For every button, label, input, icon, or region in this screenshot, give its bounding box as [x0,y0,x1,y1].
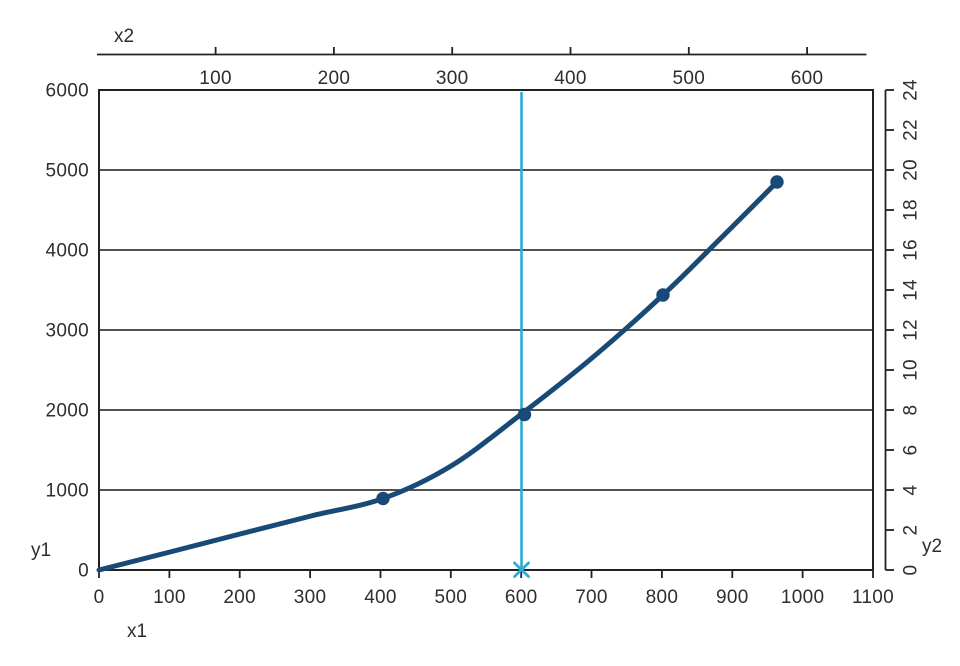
svg-text:20: 20 [901,159,922,181]
svg-text:1000: 1000 [46,481,89,502]
svg-text:6: 6 [901,445,922,456]
svg-text:x2: x2 [114,26,134,47]
svg-text:0: 0 [94,587,105,608]
svg-text:3000: 3000 [46,321,89,342]
svg-text:6000: 6000 [46,81,89,102]
svg-text:400: 400 [364,587,397,608]
svg-text:22: 22 [901,119,922,141]
svg-text:y1: y1 [31,540,51,561]
svg-text:500: 500 [672,68,705,89]
svg-text:400: 400 [554,68,587,89]
svg-text:2000: 2000 [46,401,89,422]
svg-text:10: 10 [901,359,922,381]
svg-text:24: 24 [901,79,922,101]
svg-text:800: 800 [646,587,679,608]
svg-text:12: 12 [901,319,922,341]
svg-text:100: 100 [153,587,186,608]
svg-text:14: 14 [901,279,922,301]
svg-text:600: 600 [791,68,824,89]
svg-text:x1: x1 [127,621,147,642]
svg-text:16: 16 [901,239,922,261]
svg-text:300: 300 [294,587,327,608]
svg-text:0: 0 [78,561,89,582]
svg-text:200: 200 [318,68,351,89]
svg-text:1000: 1000 [781,587,824,608]
svg-text:500: 500 [434,587,467,608]
svg-text:4000: 4000 [46,241,89,262]
svg-text:5000: 5000 [46,161,89,182]
svg-text:8: 8 [901,405,922,416]
svg-text:18: 18 [901,199,922,221]
svg-text:2: 2 [901,525,922,536]
svg-text:0: 0 [901,565,922,576]
svg-text:100: 100 [199,68,232,89]
svg-text:700: 700 [575,587,608,608]
svg-text:4: 4 [901,484,922,495]
svg-text:1100: 1100 [852,587,894,608]
svg-text:300: 300 [436,68,469,89]
svg-text:900: 900 [716,587,749,608]
svg-text:600: 600 [505,587,538,608]
svg-text:y2: y2 [922,536,942,557]
svg-text:200: 200 [223,587,256,608]
